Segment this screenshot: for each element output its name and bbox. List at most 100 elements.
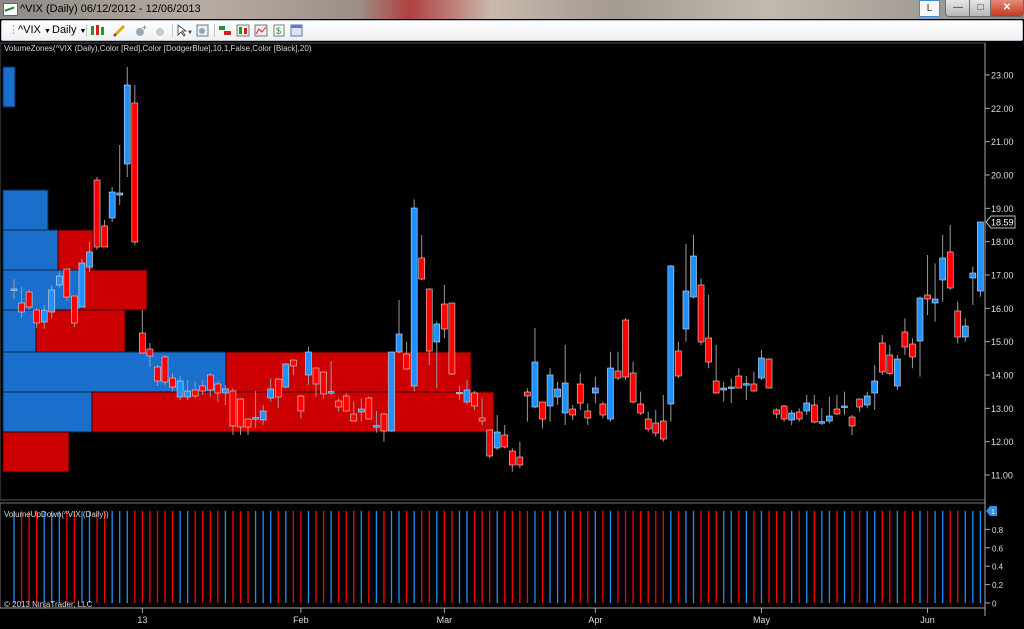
candle-body bbox=[116, 192, 123, 196]
time-tick-label: Jun bbox=[920, 615, 935, 625]
candlestick bbox=[659, 394, 667, 442]
maximize-button[interactable]: □ bbox=[969, 0, 992, 17]
candle-body bbox=[554, 388, 561, 398]
toolbar-divider bbox=[172, 24, 173, 37]
candlestick bbox=[969, 266, 977, 305]
candlestick bbox=[833, 394, 841, 415]
candle-body bbox=[78, 262, 86, 308]
candlestick bbox=[207, 373, 214, 397]
candle-body bbox=[848, 416, 856, 427]
chart-canvas[interactable]: 23.00 22.00 21.00 20.00 19.00 18.00 17.00 16.00… bbox=[0, 41, 1024, 629]
candle-body bbox=[403, 353, 410, 370]
candle-body bbox=[259, 410, 267, 421]
candlestick bbox=[86, 241, 93, 272]
candle-body bbox=[939, 257, 946, 281]
volume-zone-down-bar bbox=[225, 351, 472, 393]
chart-trader-icon[interactable] bbox=[254, 24, 268, 37]
candle-body bbox=[365, 397, 373, 420]
candle-body bbox=[282, 363, 290, 388]
candle-body bbox=[40, 309, 48, 323]
minimize-button[interactable]: — bbox=[945, 0, 971, 17]
candle-body bbox=[735, 375, 743, 389]
candlestick bbox=[916, 296, 924, 377]
price-tick-label: 13.00 bbox=[991, 404, 1014, 414]
close-button[interactable]: ✕ bbox=[990, 0, 1024, 17]
volume-zone-up-bar bbox=[2, 189, 49, 231]
volume-updown-label: VolumeUpDown(^VIX (Daily)) bbox=[4, 510, 109, 519]
candle-body bbox=[86, 251, 93, 268]
candle-body bbox=[184, 390, 191, 398]
properties-icon[interactable] bbox=[290, 24, 304, 37]
candle-body bbox=[629, 372, 637, 403]
zoom-out-icon[interactable] bbox=[154, 24, 168, 37]
candle-body bbox=[71, 295, 78, 324]
zoom-in-icon[interactable]: + bbox=[134, 23, 148, 37]
candlestick bbox=[403, 341, 410, 370]
candle-body bbox=[743, 383, 750, 386]
candle-body bbox=[274, 378, 282, 398]
candlestick bbox=[259, 404, 267, 425]
candle-body bbox=[252, 417, 259, 420]
candlestick bbox=[705, 294, 712, 369]
volume-zone-down-bar bbox=[35, 309, 126, 353]
candlestick bbox=[365, 396, 373, 420]
candle-body bbox=[946, 251, 954, 289]
candle-body bbox=[350, 413, 358, 422]
candlestick bbox=[946, 224, 954, 290]
price-tick-label: 19.00 bbox=[991, 204, 1014, 214]
candle-body bbox=[901, 331, 909, 348]
candle-body bbox=[18, 302, 25, 313]
candle-body bbox=[395, 333, 403, 353]
time-tick-label: May bbox=[753, 615, 771, 625]
candlestick bbox=[924, 254, 931, 315]
candlestick bbox=[584, 403, 592, 425]
candle-body bbox=[207, 374, 214, 391]
dollar-icon[interactable]: $ bbox=[272, 24, 286, 37]
data-box-icon[interactable] bbox=[196, 24, 210, 37]
link-button[interactable]: L bbox=[919, 0, 940, 17]
volume-zone-up-bar bbox=[2, 66, 16, 108]
period-selector[interactable]: Daily ▼ bbox=[52, 23, 86, 38]
volume-zone-down-bar bbox=[2, 431, 70, 473]
candle-body bbox=[697, 284, 705, 343]
instrument-selector[interactable]: ^VIX ▼ bbox=[18, 23, 51, 38]
candlestick bbox=[644, 411, 652, 432]
toolbar-grip[interactable]: ⋮ bbox=[8, 24, 19, 36]
svg-text:$: $ bbox=[276, 26, 281, 36]
candle-body bbox=[954, 310, 962, 338]
candlestick bbox=[63, 268, 71, 301]
candle-body bbox=[546, 374, 554, 407]
time-tick-label: 13 bbox=[137, 615, 147, 625]
candle-body bbox=[637, 403, 644, 414]
candle-body bbox=[909, 343, 916, 358]
candle-body bbox=[108, 191, 116, 219]
volume-tick-label: 0.8 bbox=[992, 526, 1004, 535]
candle-body bbox=[916, 297, 924, 342]
candlestick bbox=[856, 398, 863, 412]
candlestick bbox=[78, 258, 86, 308]
candle-body bbox=[773, 409, 780, 415]
volume-zones-label: VolumeZones(^VIX (Daily),Color [Red],Col… bbox=[4, 44, 312, 53]
candle-body bbox=[123, 84, 131, 165]
candlestick bbox=[622, 318, 629, 380]
candlestick bbox=[10, 278, 18, 299]
drawing-pencil-icon[interactable] bbox=[112, 24, 126, 38]
candlestick bbox=[297, 394, 305, 419]
candle-body bbox=[101, 225, 108, 248]
candlestick bbox=[456, 385, 463, 400]
candle-body bbox=[463, 389, 471, 403]
candlestick bbox=[493, 414, 501, 450]
indicators-icon[interactable] bbox=[236, 24, 250, 37]
candle-body bbox=[131, 102, 139, 243]
pointer-icon[interactable]: ▼ bbox=[176, 24, 193, 37]
candlestick bbox=[267, 378, 275, 402]
strategies-icon[interactable] bbox=[218, 24, 232, 37]
chart-style-icon[interactable] bbox=[90, 24, 104, 37]
candlestick bbox=[546, 368, 554, 422]
candle-body bbox=[169, 377, 176, 388]
candlestick bbox=[765, 358, 773, 389]
candlestick bbox=[154, 364, 161, 386]
candle-body bbox=[712, 380, 720, 394]
price-tick-label: 23.00 bbox=[991, 71, 1014, 81]
candlestick bbox=[818, 408, 826, 425]
